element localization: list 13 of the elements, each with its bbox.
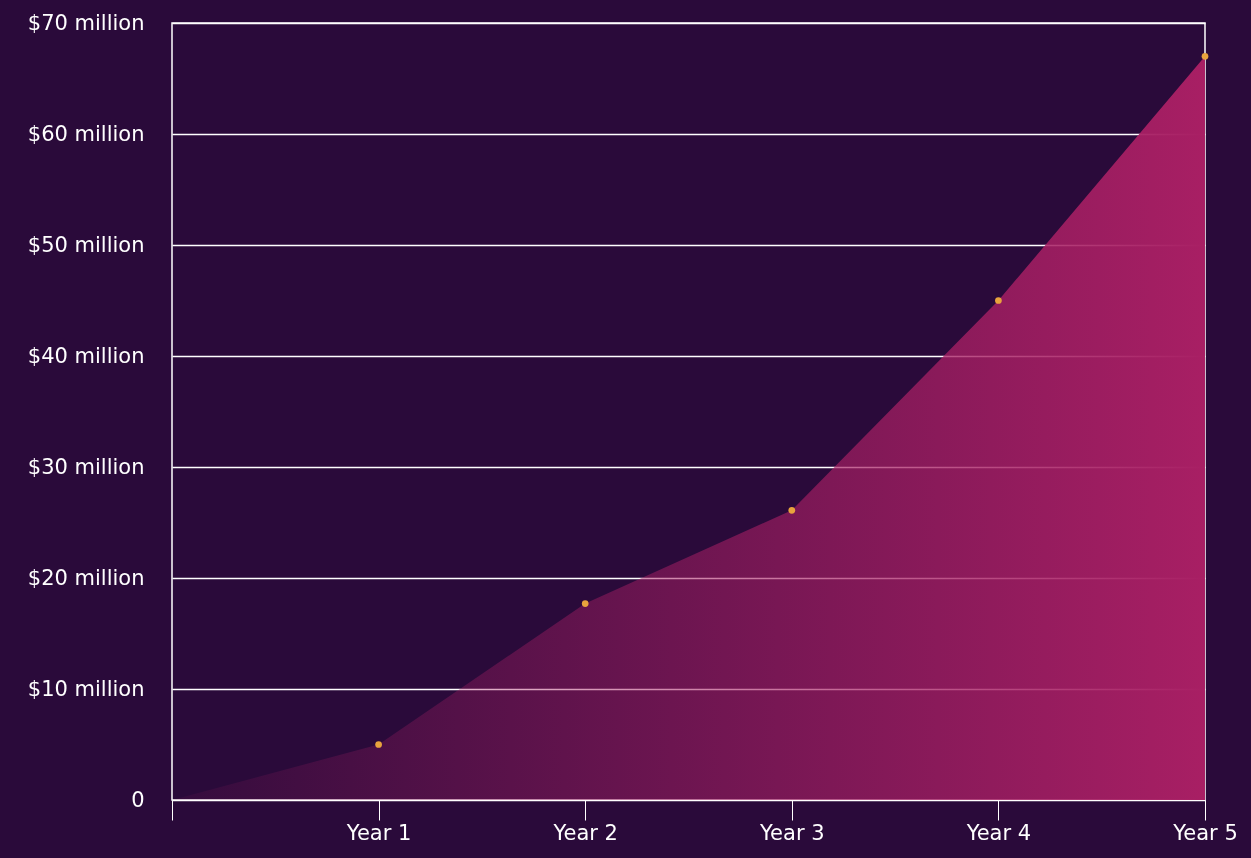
y-tick-label: $70 million xyxy=(27,10,145,35)
x-tick-label: Year 5 xyxy=(1172,820,1238,845)
y-tick-label: $50 million xyxy=(27,232,145,257)
y-tick-label: $10 million xyxy=(27,676,145,701)
y-tick-label: $40 million xyxy=(27,343,145,368)
x-tick-label: Year 4 xyxy=(965,820,1032,845)
x-tick-label: Year 3 xyxy=(759,820,825,845)
x-tick-label: Year 2 xyxy=(552,820,618,845)
x-tick-label: Year 1 xyxy=(345,820,412,845)
y-tick-label: $60 million xyxy=(27,121,145,146)
y-tick-label: $30 million xyxy=(27,454,145,479)
y-tick-label: 0 xyxy=(131,787,145,812)
y-tick-label: $20 million xyxy=(27,565,145,590)
